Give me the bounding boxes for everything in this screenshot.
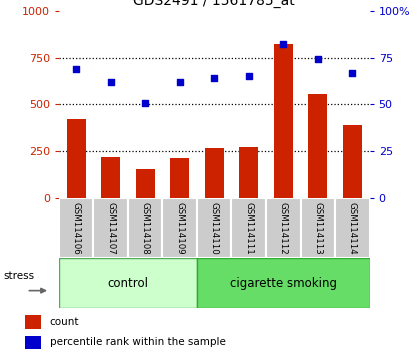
Bar: [301, 198, 335, 258]
Point: [315, 57, 321, 62]
Point: [73, 66, 79, 72]
Text: GSM114114: GSM114114: [348, 202, 357, 255]
Bar: [343, 125, 362, 198]
Bar: [231, 198, 266, 258]
Point: [280, 41, 286, 47]
Text: stress: stress: [3, 271, 34, 281]
Point: [245, 74, 252, 79]
Bar: [93, 198, 128, 258]
Text: GSM114113: GSM114113: [313, 202, 322, 255]
Text: GSM114112: GSM114112: [279, 202, 288, 255]
Point: [142, 100, 149, 105]
Point: [211, 75, 218, 81]
Bar: [66, 119, 86, 198]
Bar: [335, 198, 370, 258]
Point: [349, 70, 356, 75]
Bar: [197, 258, 370, 308]
Text: percentile rank within the sample: percentile rank within the sample: [50, 337, 226, 348]
Bar: [25, 315, 41, 329]
Bar: [239, 147, 258, 198]
Point: [107, 79, 114, 85]
Bar: [266, 198, 301, 258]
Text: cigarette smoking: cigarette smoking: [230, 277, 337, 290]
Title: GDS2491 / 1561785_at: GDS2491 / 1561785_at: [133, 0, 295, 8]
Bar: [136, 169, 155, 198]
Bar: [205, 148, 224, 198]
Text: GSM114110: GSM114110: [210, 202, 219, 255]
Text: GSM114107: GSM114107: [106, 202, 115, 255]
Bar: [197, 198, 231, 258]
Bar: [59, 198, 93, 258]
Text: control: control: [108, 277, 148, 290]
Text: GSM114106: GSM114106: [71, 202, 81, 255]
Text: count: count: [50, 317, 79, 327]
Bar: [163, 198, 197, 258]
Text: GSM114109: GSM114109: [175, 202, 184, 255]
Bar: [59, 258, 197, 308]
Bar: [274, 44, 293, 198]
Bar: [128, 198, 163, 258]
Bar: [101, 157, 120, 198]
Bar: [170, 158, 189, 198]
Text: GSM114111: GSM114111: [244, 202, 253, 255]
Bar: [308, 94, 327, 198]
Bar: [25, 336, 41, 349]
Text: GSM114108: GSM114108: [141, 202, 150, 255]
Point: [176, 79, 183, 85]
